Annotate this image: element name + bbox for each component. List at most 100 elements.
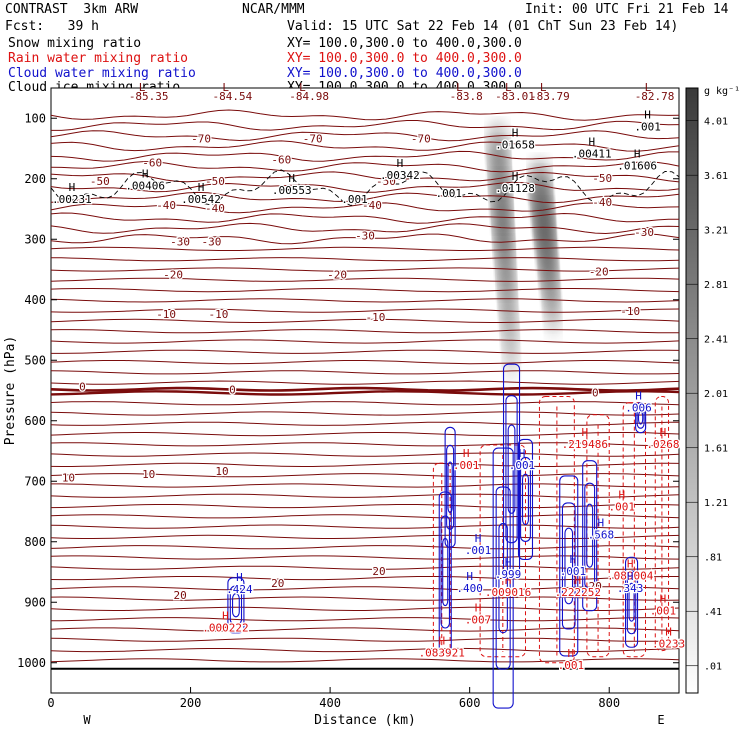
rain-value-label: .0233 xyxy=(652,638,685,651)
rain-value-label: .001 xyxy=(558,659,585,672)
snow-shading xyxy=(502,321,519,366)
high-marker: H xyxy=(288,172,295,185)
high-marker: H xyxy=(463,447,470,460)
colorbar-tick-label: 3.21 xyxy=(704,226,728,237)
isotherm xyxy=(50,545,680,550)
cloud-water-contour xyxy=(440,515,450,629)
snow-value-label: .00411 xyxy=(572,148,612,161)
y-tick-label: 500 xyxy=(24,353,46,367)
high-marker: H xyxy=(644,108,651,121)
isotherm xyxy=(50,380,680,385)
init-time: Init: 00 UTC Fri 21 Feb 14 xyxy=(525,2,729,17)
cloud-water-contour xyxy=(507,424,516,514)
snow-shading xyxy=(536,220,556,265)
temperature-label: -30 xyxy=(202,235,222,248)
rain-value-label: .009016 xyxy=(485,586,531,599)
snow-shading xyxy=(537,231,557,276)
valid-time: Valid: 15 UTC Sat 22 Feb 14 (01 ChT Sun … xyxy=(287,19,679,34)
center-label: NCAR/MMM xyxy=(242,2,305,17)
low-marker: L xyxy=(645,81,652,94)
high-marker: H xyxy=(397,157,404,170)
cloud-water-contour xyxy=(232,593,240,618)
temperature-label: -60 xyxy=(271,154,291,167)
high-marker: H xyxy=(634,148,641,161)
temperature-label: -50 xyxy=(592,172,612,185)
snow-shading xyxy=(531,178,553,223)
isotherm xyxy=(50,534,680,539)
snow-shading xyxy=(489,153,511,198)
y-axis-title: Pressure (hPa) xyxy=(3,336,18,446)
rain-value-label: .0268 xyxy=(646,438,679,451)
snow-shading xyxy=(540,253,559,298)
snow-shading xyxy=(494,220,514,265)
snow-shading xyxy=(497,254,516,299)
temperature-label: -20 xyxy=(163,269,183,282)
snow-shading xyxy=(498,271,517,316)
isotherm xyxy=(50,318,680,323)
field-xy-rain: XY= 100.0,300.0 to 400.0,300.0 xyxy=(287,51,522,66)
field-label-cloud-ice: Cloud ice mixing ratio xyxy=(8,80,181,95)
x-tick-label: 800 xyxy=(598,696,620,710)
field-label-snow: Snow mixing ratio xyxy=(8,36,142,51)
cloud-water-value-label: .400 xyxy=(456,582,483,595)
snow-shading xyxy=(490,170,512,215)
high-marker: H xyxy=(475,532,482,545)
isotherm xyxy=(50,586,680,591)
x-tick-label: 0 xyxy=(47,696,54,710)
snow-value-label: .00406 xyxy=(125,180,165,193)
high-marker: H xyxy=(598,517,605,530)
low-marker: L xyxy=(540,81,547,94)
snow-shading xyxy=(491,187,512,232)
field-label-rain: Rain water mixing ratio xyxy=(8,51,189,66)
snow-value-label: .01658 xyxy=(495,139,535,152)
isotherm xyxy=(50,233,680,245)
cloud-water-contour xyxy=(438,491,452,653)
cloud-water-value-label: .001 xyxy=(509,459,536,472)
high-marker: H xyxy=(519,447,526,460)
temperature-label: 10 xyxy=(215,465,228,478)
isotherm xyxy=(50,298,680,303)
snow-value-label: .00553 xyxy=(272,184,312,197)
snow-value-label: .00231 xyxy=(52,193,92,206)
isotherm xyxy=(50,267,680,272)
isotherm xyxy=(50,246,680,251)
temperature-label: 10 xyxy=(142,468,155,481)
cloud-water-contour xyxy=(586,503,594,568)
colorbar-tick-label: 2.01 xyxy=(704,389,728,400)
isotherm xyxy=(50,647,680,653)
cloud-water-contour xyxy=(502,363,521,575)
temperature-label: 20 xyxy=(271,577,284,590)
field-label-cloud-water: Cloud water mixing ratio xyxy=(8,66,196,81)
rain-value-label: .000222 xyxy=(202,621,248,634)
high-marker: H xyxy=(581,426,588,439)
high-marker: H xyxy=(466,570,473,583)
cloud-water-contour xyxy=(582,460,598,612)
snow-shading xyxy=(544,285,561,330)
temperature-label: -10 xyxy=(366,311,386,324)
snow-shading xyxy=(495,237,515,282)
isotherm xyxy=(50,130,680,142)
isotherm xyxy=(51,349,680,354)
isotherm xyxy=(50,370,680,375)
x-axis-title: Distance (km) xyxy=(314,713,416,728)
rain-contour xyxy=(586,414,610,658)
snow-shading xyxy=(529,167,552,212)
high-marker: H xyxy=(665,626,672,639)
field-xy-cloud-ice: XY= 100.0,300.0 to 400.0,300.0 xyxy=(287,80,522,95)
rain-value-label: .007 xyxy=(465,613,492,626)
high-marker: H xyxy=(570,553,577,566)
y-tick-label: 600 xyxy=(24,414,46,428)
y-tick-label: 700 xyxy=(24,474,46,488)
colorbar-tick-label: 2.81 xyxy=(704,280,728,291)
rain-value-label: .083921 xyxy=(419,647,465,660)
cloud-water-contour xyxy=(636,406,645,429)
rain-value-label: .089004 xyxy=(607,569,654,582)
colorbar-tick-label: 3.61 xyxy=(704,171,728,182)
colorbar-tick-label: 1.61 xyxy=(704,444,728,455)
snow-shading xyxy=(538,242,558,287)
high-marker: H xyxy=(505,574,512,587)
high-marker: H xyxy=(635,390,642,403)
snow-shading xyxy=(532,188,553,233)
isotherm xyxy=(51,120,680,131)
